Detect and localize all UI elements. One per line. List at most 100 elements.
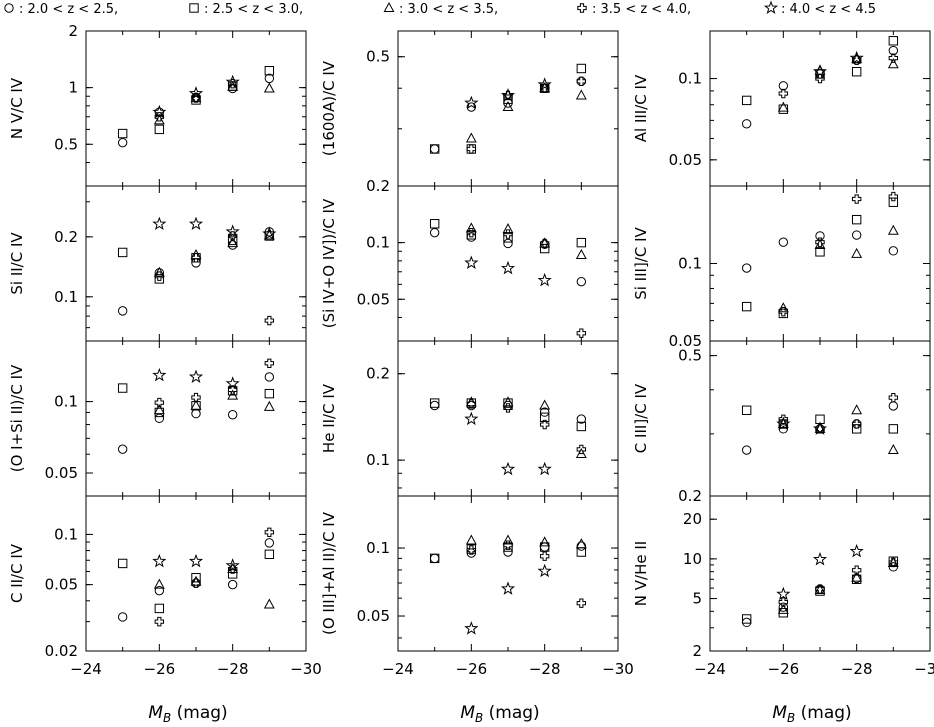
panel-frame xyxy=(397,495,619,652)
legend-symbol-circle xyxy=(4,3,14,13)
point-square xyxy=(429,144,440,154)
point-triangle xyxy=(465,132,477,143)
point-star xyxy=(152,216,167,231)
panel-frame xyxy=(709,495,931,652)
point-square xyxy=(503,398,513,408)
ytick-label: 0.1 xyxy=(366,234,390,252)
point-star xyxy=(464,255,479,269)
point-star xyxy=(188,86,204,100)
point-star xyxy=(500,260,516,275)
point-star xyxy=(500,581,516,595)
y-axis-label: He II/C IV xyxy=(320,383,338,453)
ytick-label: 0.05 xyxy=(669,332,702,350)
point-triangle xyxy=(502,100,514,112)
ytick-label: 0.05 xyxy=(669,151,702,169)
xtick-label: −24 xyxy=(382,660,414,678)
point-circle xyxy=(778,81,789,91)
point-star xyxy=(849,50,864,65)
point-square xyxy=(539,412,550,422)
point-square xyxy=(429,219,440,229)
point-square xyxy=(539,542,550,552)
y-axis-label: Al III/C IV xyxy=(632,74,650,142)
point-triangle xyxy=(263,400,275,411)
point-triangle xyxy=(851,247,863,258)
point-cross xyxy=(576,598,587,608)
panel-frame xyxy=(397,30,619,187)
point-triangle xyxy=(227,389,239,400)
point-circle xyxy=(154,107,165,117)
point-star xyxy=(225,558,240,572)
xtick-label: −26 xyxy=(456,660,488,678)
point-square xyxy=(466,230,477,240)
point-cross xyxy=(815,584,825,594)
point-circle xyxy=(227,579,238,590)
point-triangle xyxy=(777,603,789,614)
ytick-label: 0.1 xyxy=(54,393,78,411)
y-axis-label: N V/He II xyxy=(632,541,650,606)
point-cross xyxy=(851,565,862,575)
point-star xyxy=(776,416,791,431)
panel-7: 0.05 0.1 (O I+Si II)/C IV xyxy=(8,340,307,497)
legend: : 2.0 < z < 2.5,: 2.5 < z < 3.0,: 3.0 < … xyxy=(4,0,876,17)
point-star xyxy=(537,272,552,287)
x-axis-label-symbol: M xyxy=(460,703,475,723)
point-square xyxy=(264,231,275,241)
point-triangle xyxy=(190,575,202,586)
point-triangle xyxy=(539,536,551,547)
panel-frame xyxy=(85,340,307,497)
point-circle xyxy=(778,602,789,612)
point-star xyxy=(500,87,516,102)
xtick-label: −26 xyxy=(768,660,800,678)
point-cross xyxy=(888,53,899,63)
point-circle xyxy=(576,414,587,424)
point-cross xyxy=(503,540,513,550)
point-triangle xyxy=(575,248,587,259)
point-square xyxy=(264,549,275,560)
y-axis-label: Si II/C IV xyxy=(8,232,26,295)
point-star xyxy=(188,216,204,231)
point-triangle xyxy=(263,598,275,609)
point-triangle xyxy=(887,443,899,455)
point-triangle xyxy=(539,237,551,248)
point-square xyxy=(227,569,238,579)
point-cross xyxy=(466,144,477,154)
point-circle xyxy=(576,541,587,551)
ytick-label: 0.02 xyxy=(45,642,78,660)
ytick-label: 5 xyxy=(692,590,702,608)
xtick-label: −24 xyxy=(694,660,726,678)
point-cross xyxy=(191,253,201,263)
point-star xyxy=(225,224,240,238)
y-axis-label: C III]/C IV xyxy=(632,383,650,453)
point-circle xyxy=(851,419,862,429)
point-triangle xyxy=(227,563,239,574)
point-circle xyxy=(117,444,128,454)
point-square xyxy=(503,94,513,104)
point-cross xyxy=(466,399,477,409)
point-square xyxy=(429,553,440,564)
point-circle xyxy=(539,542,550,552)
x-axis-label: MB (mag) xyxy=(148,703,227,723)
point-cross xyxy=(154,271,165,281)
panel-8: 0.1 0.2 He II/C IV xyxy=(320,340,619,497)
ytick-label: 0.1 xyxy=(366,451,390,469)
point-cross xyxy=(778,306,789,317)
point-square xyxy=(191,573,201,583)
point-square xyxy=(117,558,128,569)
ytick-label: 0.05 xyxy=(45,464,78,482)
point-square xyxy=(154,603,165,614)
point-circle xyxy=(778,424,789,434)
point-circle xyxy=(741,617,752,628)
point-circle xyxy=(778,237,789,247)
ytick-label: 1 xyxy=(68,79,78,97)
point-cross xyxy=(851,55,862,65)
point-circle xyxy=(741,445,752,455)
point-triangle xyxy=(539,82,551,93)
point-cross xyxy=(576,444,587,455)
ytick-label: 0.1 xyxy=(54,288,78,306)
ytick-label: 0.2 xyxy=(54,228,78,246)
point-triangle xyxy=(575,538,587,549)
point-triangle xyxy=(227,237,239,248)
point-circle xyxy=(851,230,862,240)
